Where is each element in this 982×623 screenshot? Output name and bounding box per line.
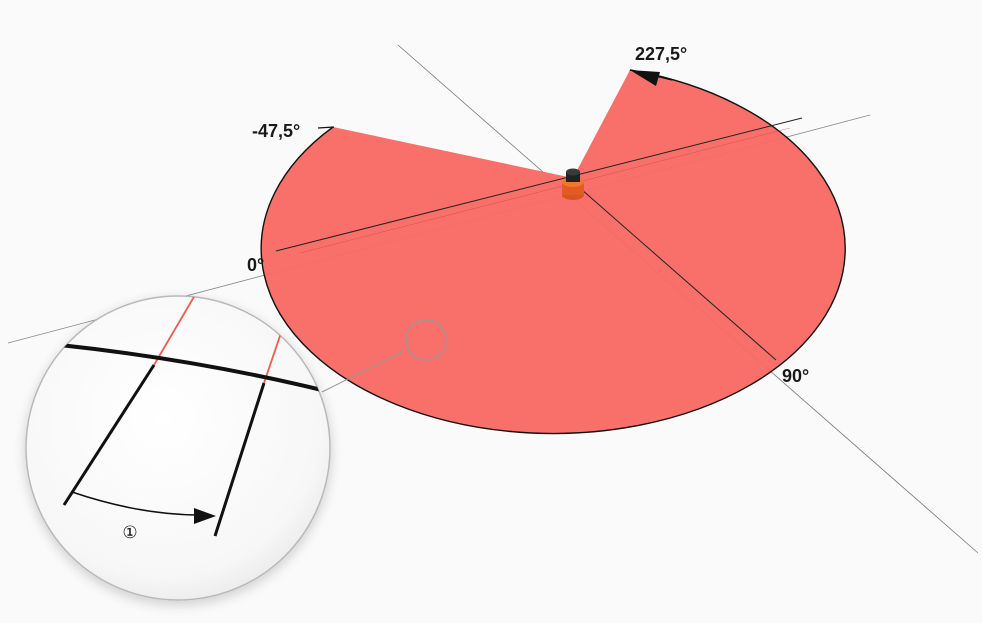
zoom-connector-line (321, 349, 407, 393)
zoom-beam-right (213, 382, 266, 537)
magnifier-callout: ① (25, 295, 331, 601)
scan-field-outline (260, 69, 846, 435)
zoom-red-line-right (263, 329, 283, 384)
angle-label-zero: 0° (247, 255, 264, 275)
resolution-marker-label: ① (122, 523, 137, 543)
zoom-field-border (59, 343, 330, 394)
end-angle-arrow (629, 69, 673, 86)
angle-start-leader (317, 126, 335, 129)
zero-degree-axis-shadow (299, 127, 791, 254)
resolution-arrowhead (194, 508, 216, 524)
zoom-source-ring (405, 319, 447, 361)
zero-degree-axis (275, 117, 803, 252)
angle-label-ninety: 90° (782, 366, 809, 386)
laser-scanner-device (562, 168, 584, 200)
zoom-beam-left (62, 364, 156, 506)
zoom-red-line-left (153, 296, 199, 366)
angle-label-start: -47,5° (252, 121, 300, 141)
scan-field-sector (261, 70, 846, 434)
ninety-degree-axis (572, 181, 777, 361)
resolution-arc (71, 491, 201, 516)
angle-label-end: 227,5° (635, 44, 687, 64)
